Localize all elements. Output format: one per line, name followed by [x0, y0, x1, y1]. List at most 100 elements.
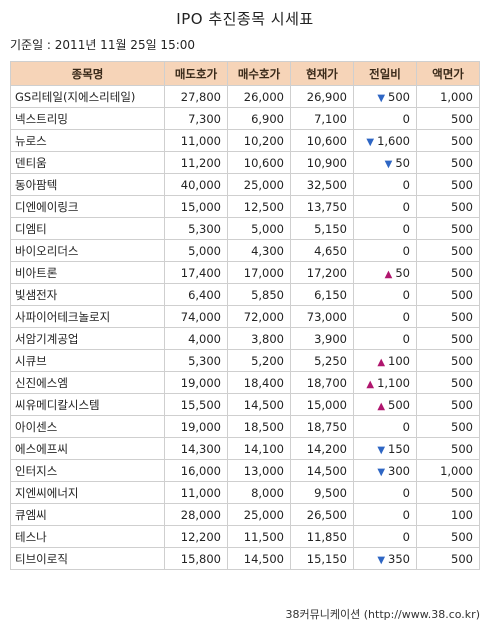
table-row: 빛샘전자 6,400 5,850 6,150 0 500: [10, 283, 480, 306]
bid-price-cell: 6,900: [227, 107, 291, 130]
par-value-cell: 500: [416, 195, 480, 218]
source-credit: 38커뮤니케이션 (http://www.38.co.kr): [285, 608, 480, 621]
column-header-par: 액면가: [416, 61, 480, 86]
current-price-cell: 26,900: [290, 85, 354, 108]
bid-price-cell: 11,500: [227, 525, 291, 548]
change-cell: ▲ 50: [353, 261, 417, 284]
current-price-cell: 6,150: [290, 283, 354, 306]
stock-name-cell: 티브이로직: [10, 547, 165, 570]
par-value-cell: 500: [416, 349, 480, 372]
ask-price-cell: 15,000: [164, 195, 228, 218]
stock-name-cell: 동아팜텍: [10, 173, 165, 196]
ask-price-cell: 7,300: [164, 107, 228, 130]
bid-price-cell: 8,000: [227, 481, 291, 504]
current-price-cell: 18,700: [290, 371, 354, 394]
stock-name-cell: 덴티움: [10, 151, 165, 174]
table-row: 씨유메디칼시스템 15,500 14,500 15,000 ▲ 500 500: [10, 393, 480, 416]
ask-price-cell: 6,400: [164, 283, 228, 306]
down-triangle-icon: ▼: [377, 444, 386, 456]
par-value-cell: 500: [416, 151, 480, 174]
change-cell: 0: [353, 195, 417, 218]
par-value-cell: 500: [416, 217, 480, 240]
par-value-cell: 500: [416, 525, 480, 548]
change-cell: 0: [353, 305, 417, 328]
change-cell: ▼ 1,600: [353, 129, 417, 152]
par-value-cell: 500: [416, 261, 480, 284]
par-value-cell: 500: [416, 129, 480, 152]
stock-name-cell: 신진에스엠: [10, 371, 165, 394]
ask-price-cell: 11,200: [164, 151, 228, 174]
change-cell: ▼ 150: [353, 437, 417, 460]
ask-price-cell: 19,000: [164, 415, 228, 438]
stock-name-cell: GS리테일(지에스리테일): [10, 85, 165, 108]
change-value: 500: [388, 89, 410, 104]
table-row: 아이센스 19,000 18,500 18,750 0 500: [10, 415, 480, 438]
change-value: 150: [388, 441, 410, 456]
stock-name-cell: 넥스트리밍: [10, 107, 165, 130]
stock-name-cell: 시큐브: [10, 349, 165, 372]
bid-price-cell: 10,600: [227, 151, 291, 174]
change-cell: 0: [353, 525, 417, 548]
change-cell: ▼ 350: [353, 547, 417, 570]
change-value: 0: [402, 309, 410, 324]
change-value: 0: [402, 419, 410, 434]
change-value: 0: [402, 111, 410, 126]
current-price-cell: 4,650: [290, 239, 354, 262]
par-value-cell: 500: [416, 239, 480, 262]
stock-name-cell: 테스나: [10, 525, 165, 548]
stock-name-cell: 사파이어테크놀로지: [10, 305, 165, 328]
current-price-cell: 9,500: [290, 481, 354, 504]
par-value-cell: 500: [416, 437, 480, 460]
bid-price-cell: 25,000: [227, 173, 291, 196]
table-row: 디엠티 5,300 5,000 5,150 0 500: [10, 217, 480, 240]
par-value-cell: 500: [416, 371, 480, 394]
change-cell: 0: [353, 283, 417, 306]
bid-price-cell: 14,500: [227, 547, 291, 570]
bid-price-cell: 25,000: [227, 503, 291, 526]
current-price-cell: 17,200: [290, 261, 354, 284]
stock-name-cell: 비아트론: [10, 261, 165, 284]
ask-price-cell: 17,400: [164, 261, 228, 284]
change-cell: 0: [353, 239, 417, 262]
current-price-cell: 10,900: [290, 151, 354, 174]
par-value-cell: 500: [416, 481, 480, 504]
table-row: 넥스트리밍 7,300 6,900 7,100 0 500: [10, 107, 480, 130]
change-value: 0: [402, 507, 410, 522]
down-triangle-icon: ▼: [384, 158, 393, 170]
current-price-cell: 5,150: [290, 217, 354, 240]
bid-price-cell: 14,100: [227, 437, 291, 460]
ask-price-cell: 15,800: [164, 547, 228, 570]
ask-price-cell: 15,500: [164, 393, 228, 416]
ask-price-cell: 16,000: [164, 459, 228, 482]
table-row: 티브이로직 15,800 14,500 15,150 ▼ 350 500: [10, 547, 480, 570]
down-triangle-icon: ▼: [377, 92, 386, 104]
bid-price-cell: 10,200: [227, 129, 291, 152]
column-header-name: 종목명: [10, 61, 165, 86]
change-value: 0: [402, 199, 410, 214]
table-row: 동아팜텍 40,000 25,000 32,500 0 500: [10, 173, 480, 196]
ask-price-cell: 5,000: [164, 239, 228, 262]
stock-name-cell: 디엔에이링크: [10, 195, 165, 218]
change-cell: 0: [353, 173, 417, 196]
change-value: 0: [402, 287, 410, 302]
bid-price-cell: 26,000: [227, 85, 291, 108]
par-value-cell: 100: [416, 503, 480, 526]
change-value: 50: [395, 265, 410, 280]
table-row: 큐엠씨 28,000 25,000 26,500 0 100: [10, 503, 480, 526]
ask-price-cell: 19,000: [164, 371, 228, 394]
up-triangle-icon: ▲: [377, 400, 386, 412]
ask-price-cell: 40,000: [164, 173, 228, 196]
change-cell: ▼ 50: [353, 151, 417, 174]
change-cell: ▲ 1,100: [353, 371, 417, 394]
ask-price-cell: 12,200: [164, 525, 228, 548]
ask-price-cell: 5,300: [164, 217, 228, 240]
stock-name-cell: 에스에프씨: [10, 437, 165, 460]
par-value-cell: 500: [416, 393, 480, 416]
change-value: 0: [402, 331, 410, 346]
current-price-cell: 15,000: [290, 393, 354, 416]
down-triangle-icon: ▼: [377, 554, 386, 566]
bid-price-cell: 18,400: [227, 371, 291, 394]
ask-price-cell: 4,000: [164, 327, 228, 350]
change-cell: 0: [353, 415, 417, 438]
ask-price-cell: 27,800: [164, 85, 228, 108]
